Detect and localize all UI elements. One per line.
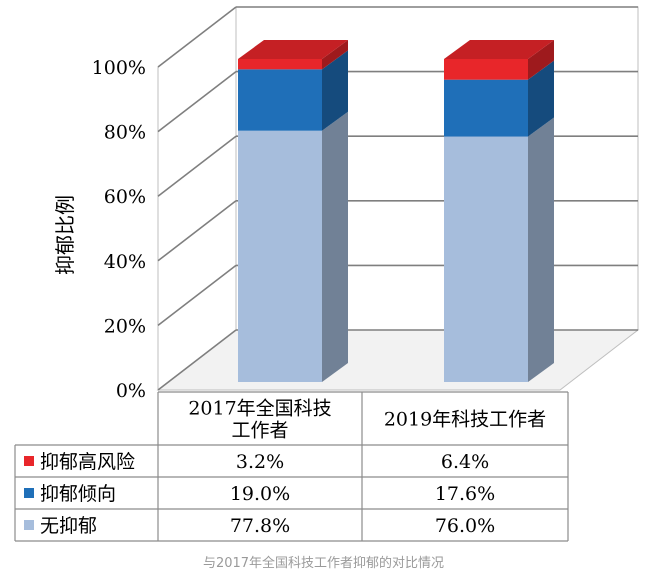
- bar-top: [444, 40, 554, 59]
- data-label: 77.8%: [230, 515, 290, 537]
- legend-swatch: [24, 488, 34, 498]
- y-tick-label: 40%: [104, 251, 146, 273]
- data-label: 6.4%: [441, 451, 489, 473]
- bar-top: [238, 40, 348, 59]
- legend-entry: 抑郁高风险: [40, 451, 135, 473]
- data-label: 76.0%: [435, 515, 495, 537]
- y-tick-label: 0%: [116, 380, 146, 402]
- bar-segment: [238, 130, 322, 382]
- bar-segment-side: [528, 117, 554, 383]
- legend-swatch: [24, 520, 34, 530]
- bar-segment: [444, 136, 528, 382]
- stacked-bar-chart: 0% 20% 40% 60% 80% 100% 2017年全国科技工作者 2019年科技工作…: [14, 6, 640, 542]
- bars: [238, 40, 554, 383]
- bar-segment-side: [528, 60, 554, 137]
- y-tick-label: 80%: [104, 122, 146, 144]
- gridline-side: [157, 135, 237, 197]
- y-axis-label: 抑郁比例: [53, 195, 77, 275]
- category-label: 2019年科技工作者: [384, 409, 546, 431]
- bar-segment-side: [528, 40, 554, 80]
- bar-segment: [238, 69, 322, 131]
- data-label: 17.6%: [435, 483, 495, 505]
- gridline-side: [157, 200, 237, 262]
- gridline-side: [157, 6, 237, 68]
- y-tick-label: 100%: [92, 57, 146, 79]
- gridline-side: [157, 264, 237, 327]
- floor: [156, 329, 640, 391]
- bar-stack: [444, 40, 554, 383]
- bar-segment-side: [322, 111, 348, 383]
- bar-segment-side: [322, 50, 348, 131]
- y-axis-ticks: 0% 20% 40% 60% 80% 100%: [92, 57, 146, 402]
- bar-stack: [238, 40, 348, 383]
- data-label: 3.2%: [236, 451, 284, 473]
- legend-swatch: [24, 456, 34, 466]
- gridline-side: [157, 70, 237, 133]
- legend-entry: 无抑郁: [40, 515, 97, 537]
- chart-walls: [156, 6, 640, 391]
- figure-caption: 与2017年全国科技工作者抑郁的对比情况: [202, 556, 445, 571]
- bar-segment: [238, 59, 322, 70]
- legend-entry: 抑郁倾向: [40, 483, 116, 505]
- category-label: 工作者: [231, 420, 288, 442]
- data-label: 19.0%: [230, 483, 290, 505]
- category-label: 2017年全国科技: [188, 398, 331, 420]
- bar-segment: [444, 59, 528, 80]
- bar-segment: [444, 79, 528, 137]
- gridline-side: [157, 329, 237, 391]
- y-tick-label: 60%: [104, 186, 146, 208]
- bar-segment-side: [322, 40, 348, 70]
- y-tick-label: 20%: [104, 315, 146, 337]
